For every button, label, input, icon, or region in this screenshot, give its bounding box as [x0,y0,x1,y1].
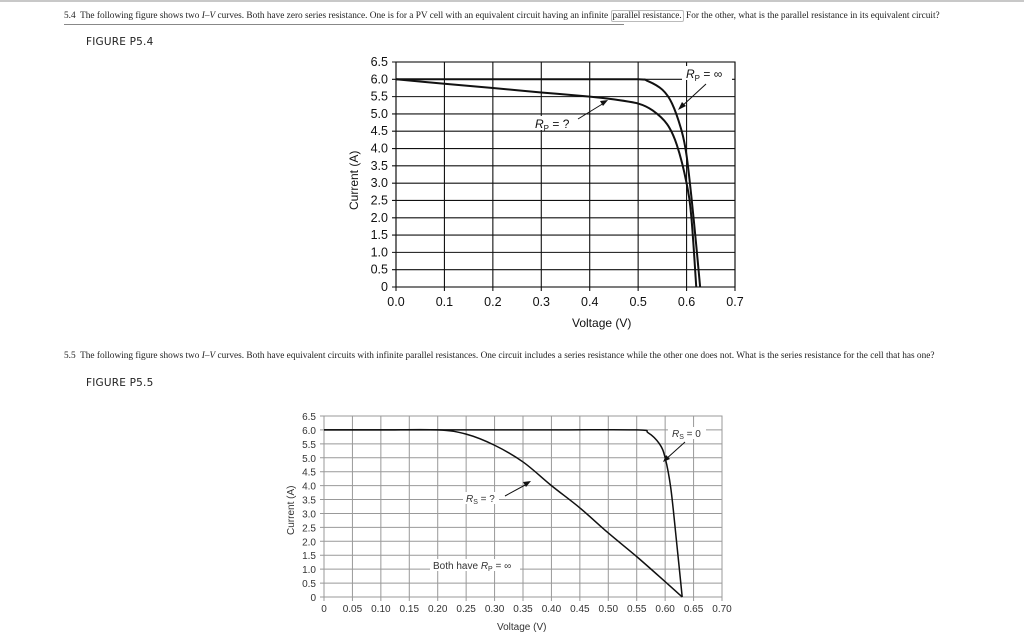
top-border [0,0,1024,2]
annotation-rp-unknown: RP = ? [535,117,570,133]
y-tick-label: 2.0 [302,537,316,548]
x-axis-label: Voltage (V) [572,316,631,330]
problem-5-5-text: 5.5 The following figure shows two I–V c… [64,351,935,361]
x-tick-label: 0.5 [629,295,646,309]
x-tick-label: 0.30 [485,604,505,615]
curve-rp- [395,78,698,288]
grid [320,415,723,601]
curve-rs- [324,428,683,598]
y-tick-label: 0 [381,280,388,294]
x-tick-label: 0.65 [684,604,704,615]
y-tick-label: 2.5 [302,523,316,534]
y-tick-label: 0.5 [371,263,388,277]
y-tick-label: 3.5 [302,496,316,507]
y-tick-label: 3.0 [302,509,316,520]
figure-label-p5-5: FIGURE P5.5 [86,377,154,389]
highlighted-text: parallel resistance. [610,10,684,22]
y-axis-label: Current (A) [347,151,361,210]
x-axis-label: Voltage (V) [497,622,546,633]
chart-p5-4: 0.0 0.1 0.2 0.3 0.4 0.5 0.6 0.7 0 0.5 1.0 1.5 2.0 2.5… [347,55,744,330]
problem-number: 5.5 [64,351,76,361]
y-tick-label: 4.5 [302,468,316,479]
y-tick-label: 5.0 [302,454,316,465]
annotation-both-rp-inf: Both have RP = ∞ [433,561,511,573]
y-tick-label: 2.0 [371,211,388,225]
problem-number: 5.4 [64,11,76,21]
x-tick-label: 0 [321,604,327,615]
y-tick-label: 6.5 [371,55,388,69]
y-tick-label: 0.5 [302,579,316,590]
curve-rp- [396,78,702,288]
x-tick-label: 0.70 [712,604,732,615]
x-tick-label: 0.50 [599,604,619,615]
x-tick-label: 0.55 [627,604,647,615]
x-tick-label: 0.10 [371,604,391,615]
x-tick-label: 0.25 [456,604,476,615]
annotation-rs-zero: RS = 0 [672,429,701,441]
x-tick-label: 0.1 [436,295,453,309]
divider [64,24,624,25]
y-tick-label: 0 [310,593,316,604]
x-tick-label: 0.05 [343,604,363,615]
y-tick-label: 1.5 [371,228,388,242]
y-tick-label: 1.0 [371,245,388,259]
y-tick-label: 3.0 [371,176,388,190]
y-tick-label: 5.5 [371,90,388,104]
figure-label-p5-4: FIGURE P5.4 [86,36,154,48]
y-axis-label: Current (A) [286,486,297,535]
x-tick-label: 0.15 [400,604,420,615]
annotation-rp-inf: RP = ∞ [686,67,722,83]
x-tick-label: 0.20 [428,604,448,615]
y-tick-label: 6.0 [302,426,316,437]
annotation-rs-unknown: RS = ? [466,494,495,506]
y-tick-label: 1.0 [302,565,316,576]
x-tick-label: 0.35 [513,604,533,615]
x-tick-label: 0.6 [678,295,695,309]
y-tick-label: 4.0 [371,142,388,156]
y-tick-label: 2.5 [371,193,388,207]
grid [392,61,736,291]
y-tick-label: 3.5 [371,159,388,173]
y-tick-label: 5.5 [302,440,316,451]
problem-5-4-text: 5.4 The following figure shows two I–V c… [64,10,940,22]
x-tick-label: 0.0 [387,295,404,309]
x-tick-label: 0.3 [533,295,550,309]
curve-rs-0 [324,428,683,598]
x-tick-label: 0.60 [655,604,675,615]
x-tick-label: 0.45 [570,604,590,615]
y-tick-label: 5.0 [371,107,388,121]
x-tick-label: 0.40 [542,604,562,615]
y-tick-label: 1.5 [302,551,316,562]
x-tick-label: 0.4 [581,295,598,309]
x-tick-label: 0.2 [484,295,501,309]
x-tick-label: 0.7 [726,295,743,309]
y-tick-label: 4.5 [371,124,388,138]
y-tick-label: 6.0 [371,72,388,86]
y-tick-label: 6.5 [302,412,316,423]
y-tick-label: 4.0 [302,482,316,493]
